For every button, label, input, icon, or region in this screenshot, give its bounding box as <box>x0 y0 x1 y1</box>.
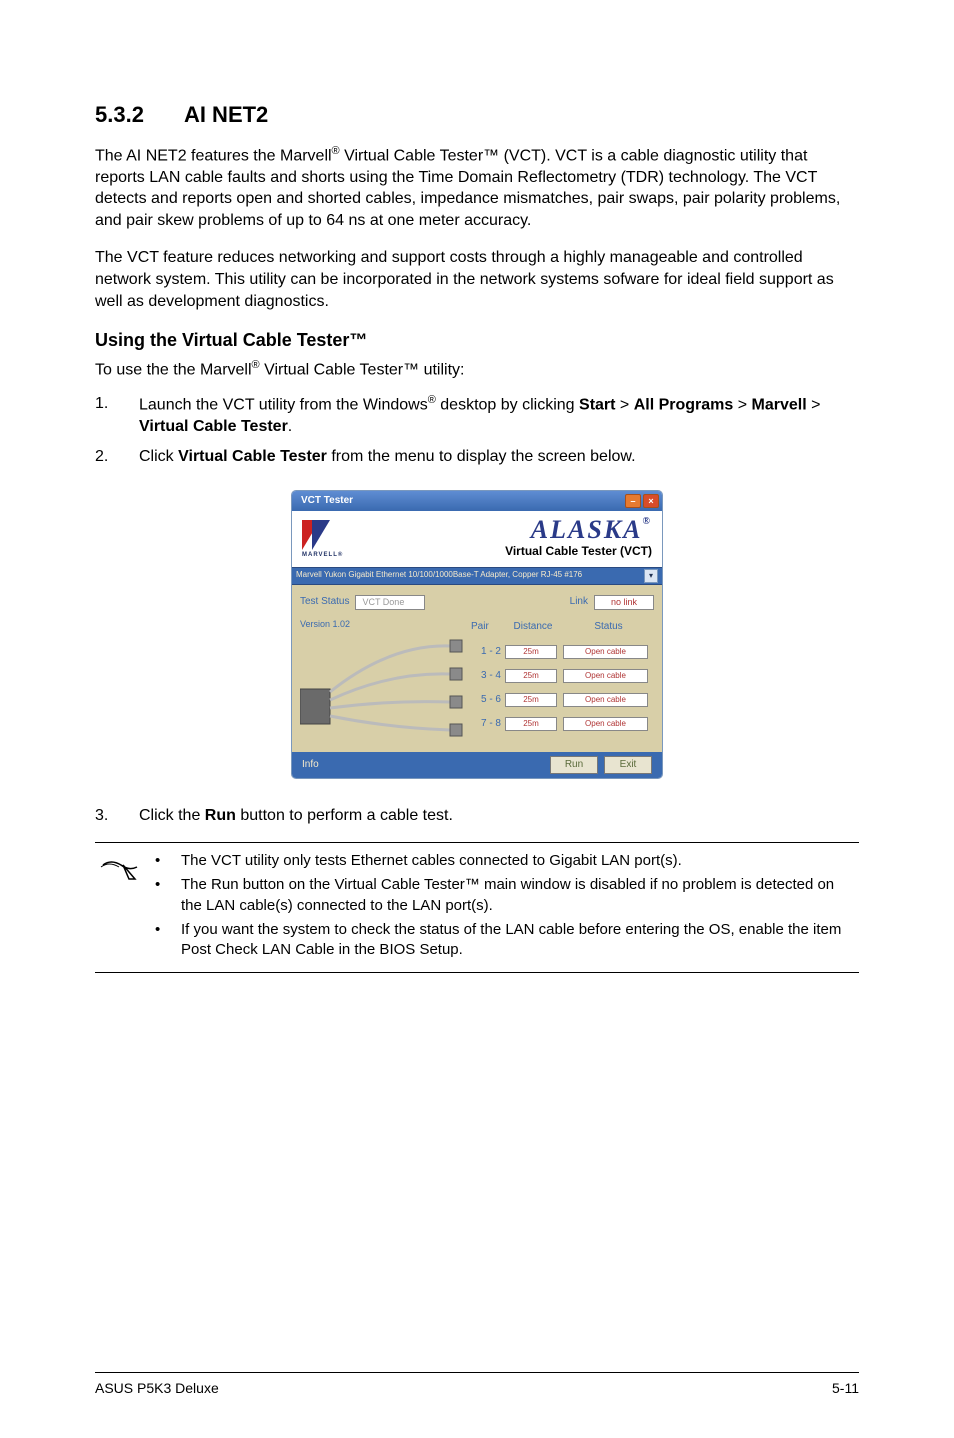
link-label: Link <box>570 595 588 609</box>
page-footer: ASUS P5K3 Deluxe 5-11 <box>95 1372 859 1398</box>
cable-diagram-icon: Version 1.02 <box>300 618 465 744</box>
col-distance: Distance <box>503 620 563 634</box>
table-row: 7 - 8 25m Open cable <box>471 712 654 736</box>
section-heading: 5.3.2 AI NET2 <box>95 100 859 130</box>
table-row: 5 - 6 25m Open cable <box>471 688 654 712</box>
test-status-label: Test Status <box>300 595 349 609</box>
vct-screenshot: VCT Tester – × MARVELL® ALASKA® Virtual … <box>95 490 859 779</box>
note-item: •The Run button on the Virtual Cable Tes… <box>155 875 859 916</box>
run-button[interactable]: Run <box>550 756 598 774</box>
window-controls: – × <box>625 494 659 508</box>
note-item: •If you want the system to check the sta… <box>155 920 859 961</box>
note-item: •The VCT utility only tests Ethernet cab… <box>155 851 859 871</box>
vct-window: VCT Tester – × MARVELL® ALASKA® Virtual … <box>291 490 663 779</box>
vct-main: Test Status VCT Done Link no link Versio… <box>292 585 662 752</box>
vct-brand-sub: Virtual Cable Tester (VCT) <box>505 543 652 559</box>
footer-right: 5-11 <box>832 1379 859 1398</box>
paragraph-2: The VCT feature reduces networking and s… <box>95 247 859 312</box>
section-title: AI NET2 <box>184 102 268 127</box>
adapter-dropdown[interactable]: Marvell Yukon Gigabit Ethernet 10/100/10… <box>292 567 662 585</box>
vct-results-table: Pair Distance Status 1 - 2 25m Open cabl… <box>471 618 654 744</box>
vct-footer: Info Run Exit <box>292 752 662 778</box>
info-label: Info <box>302 758 319 772</box>
table-row: 1 - 2 25m Open cable <box>471 640 654 664</box>
steps-list: 1. Launch the VCT utility from the Windo… <box>95 393 859 467</box>
step-2: 2. Click Virtual Cable Tester from the m… <box>95 446 859 468</box>
steps-list-cont: 3. Click the Run button to perform a cab… <box>95 805 859 827</box>
chevron-down-icon: ▾ <box>644 569 658 583</box>
section-number: 5.3.2 <box>95 100 144 130</box>
step-1: 1. Launch the VCT utility from the Windo… <box>95 393 859 438</box>
sub-paragraph: To use the the Marvell® Virtual Cable Te… <box>95 358 859 381</box>
vct-title: VCT Tester <box>295 494 353 508</box>
note-icon <box>99 857 141 887</box>
close-icon[interactable]: × <box>643 494 659 508</box>
exit-button[interactable]: Exit <box>604 756 652 774</box>
minimize-icon[interactable]: – <box>625 494 641 508</box>
col-pair: Pair <box>471 620 503 634</box>
footer-left: ASUS P5K3 Deluxe <box>95 1379 219 1398</box>
vct-header: MARVELL® ALASKA® Virtual Cable Tester (V… <box>292 511 662 567</box>
test-status-value: VCT Done <box>355 595 425 610</box>
vct-titlebar: VCT Tester – × <box>292 491 662 511</box>
table-row: 3 - 4 25m Open cable <box>471 664 654 688</box>
note-block: •The VCT utility only tests Ethernet cab… <box>95 842 859 973</box>
step-3: 3. Click the Run button to perform a cab… <box>95 805 859 827</box>
col-status: Status <box>563 620 654 634</box>
subheading: Using the Virtual Cable Tester™ <box>95 328 859 352</box>
paragraph-1: The AI NET2 features the Marvell® Virtua… <box>95 144 859 232</box>
link-value: no link <box>594 595 654 610</box>
marvell-logo-icon: MARVELL® <box>302 520 346 558</box>
vct-brand: ALASKA® <box>505 517 652 543</box>
